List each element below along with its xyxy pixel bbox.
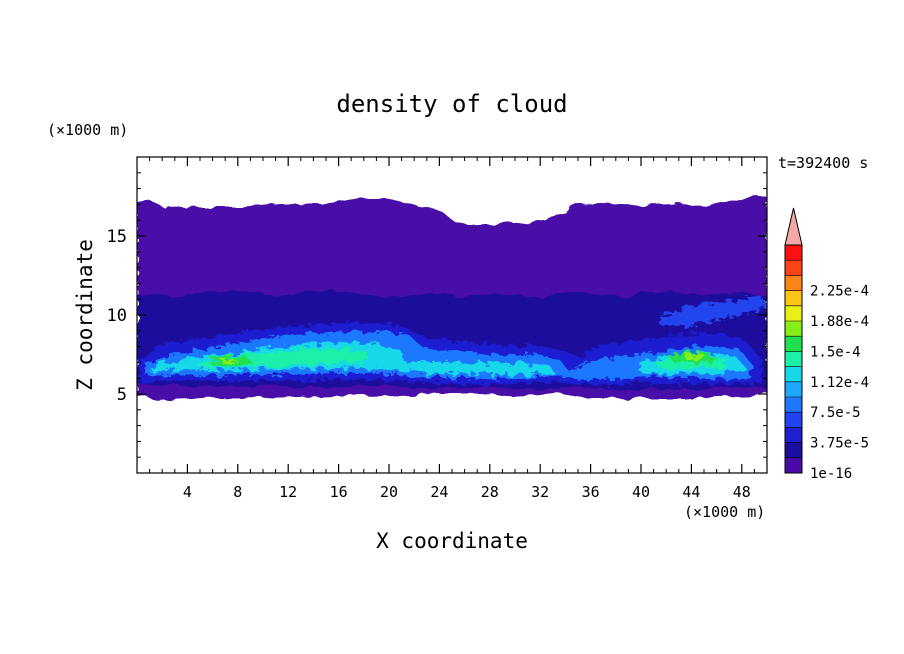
x-unit-label: (×1000 m) xyxy=(684,503,765,521)
colorbar-segment xyxy=(785,457,802,474)
x-tick-label: 12 xyxy=(279,483,297,501)
colorbar-label: 3.75e-5 xyxy=(810,436,869,452)
colorbar-segment xyxy=(785,381,802,398)
x-tick-label: 28 xyxy=(481,483,499,501)
colorbar-label: 1.5e-4 xyxy=(810,344,861,360)
colorbar-label: 2.25e-4 xyxy=(810,284,869,300)
colorbar-overflow-arrow xyxy=(784,207,803,246)
cloud-density-field xyxy=(137,194,767,401)
y-tick-label: 15 xyxy=(107,227,127,247)
x-tick-label: 4 xyxy=(183,483,192,501)
chart-title: density of cloud xyxy=(336,90,567,118)
x-tick-label: 48 xyxy=(733,483,751,501)
x-tick-label: 20 xyxy=(380,483,398,501)
y-unit-label: (×1000 m) xyxy=(47,121,128,139)
colorbar-segment xyxy=(785,336,802,352)
colorbar: 1e-16 3.75e-5 7.5e-5 1.12e-4 1.5e-4 1.88e-4 2.… xyxy=(784,207,869,482)
colorbar-segment xyxy=(785,275,802,291)
x-tick-label: 40 xyxy=(632,483,650,501)
colorbar-segment xyxy=(785,351,802,367)
colorbar-frame xyxy=(784,244,803,474)
y-axis-title: Z coordinate xyxy=(73,239,97,391)
colorbar-segment xyxy=(785,397,802,413)
x-tick-label: 36 xyxy=(582,483,600,501)
x-axis-title: X coordinate xyxy=(376,529,528,553)
colorbar-segment xyxy=(785,245,802,261)
region-aqua-green xyxy=(195,348,730,369)
colorbar-segment xyxy=(785,412,802,428)
colorbar-segment xyxy=(785,305,802,322)
x-tick-label: 24 xyxy=(430,483,448,501)
y-tick-label: 10 xyxy=(107,306,127,326)
colorbar-label: 7.5e-5 xyxy=(810,405,861,421)
colorbar-segment xyxy=(785,290,802,307)
time-label: t=392400 s xyxy=(778,154,868,172)
colorbar-segment xyxy=(785,260,802,276)
colorbar-segment xyxy=(785,366,802,383)
colorbar-segment xyxy=(785,442,802,459)
x-tick-label: 16 xyxy=(330,483,348,501)
colorbar-label: 1.12e-4 xyxy=(810,375,869,391)
colorbar-segment xyxy=(785,321,802,337)
x-tick-label: 44 xyxy=(682,483,700,501)
x-tick-label: 8 xyxy=(233,483,242,501)
x-tick-label: 32 xyxy=(531,483,549,501)
region-upper-right-streak xyxy=(660,296,767,326)
colorbar-label: 1.88e-4 xyxy=(810,314,869,330)
y-tick-label: 5 xyxy=(117,385,127,405)
colorbar-label: 1e-16 xyxy=(810,466,852,482)
colorbar-segment xyxy=(785,427,802,443)
